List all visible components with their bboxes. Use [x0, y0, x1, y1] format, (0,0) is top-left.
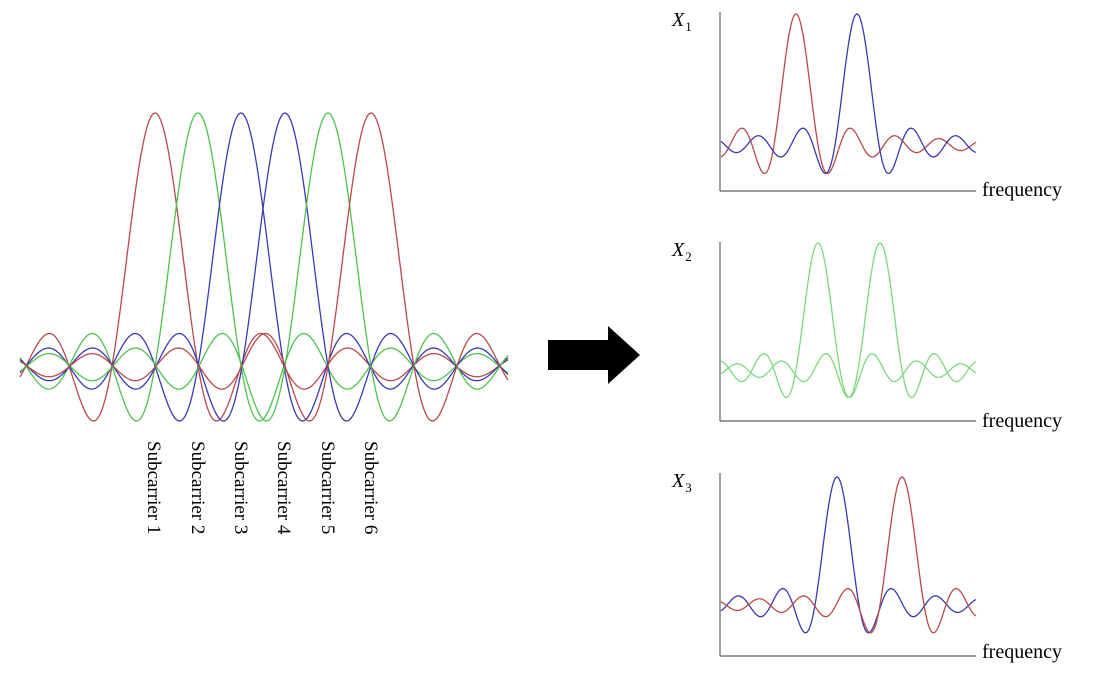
subcarrier-3-label: Subcarrier 3 — [230, 441, 251, 534]
subcarrier-3-curve — [19, 112, 509, 422]
subcarrier-2-label: Subcarrier 2 — [187, 441, 208, 534]
subcarrier-1-curve — [19, 112, 509, 422]
subcarrier-5-label: Subcarrier 5 — [317, 441, 338, 534]
subcarrier-labels: Subcarrier 1 Subcarrier 2 Subcarrier 3 S… — [143, 441, 381, 535]
subcarrier-2-curve — [19, 112, 509, 422]
panel-x1-trace-2 — [720, 13, 977, 175]
panel-x2-xlabel: frequency — [982, 410, 1062, 432]
panel-x3-xlabel: frequency — [982, 641, 1062, 663]
subcarrier-curves — [19, 112, 509, 422]
subcarrier-4-label: Subcarrier 4 — [273, 441, 294, 535]
panel-x1-title: X1 — [671, 9, 692, 34]
panel-x1-xlabel: frequency — [982, 179, 1062, 201]
panel-x3: X3 frequency — [671, 470, 1062, 663]
right-arrow-icon — [548, 326, 640, 384]
panel-x1-trace-1 — [720, 13, 977, 175]
subcarrier-6-curve — [19, 112, 509, 422]
panel-x1: X1 frequency — [671, 9, 1062, 201]
panel-x2: X2 frequency — [671, 239, 1062, 432]
subcarrier-1-label: Subcarrier 1 — [143, 441, 164, 534]
subcarrier-4-curve — [19, 112, 509, 422]
panel-x3-trace-1 — [720, 476, 977, 634]
panel-x2-trace-2 — [720, 242, 977, 399]
subcarrier-6-label: Subcarrier 6 — [360, 441, 381, 534]
panel-x3-trace-2 — [720, 476, 977, 634]
panel-x3-title: X3 — [671, 470, 692, 495]
panel-x2-title: X2 — [671, 239, 692, 264]
panel-x2-trace-1 — [720, 242, 977, 399]
subcarrier-5-curve — [19, 112, 509, 422]
